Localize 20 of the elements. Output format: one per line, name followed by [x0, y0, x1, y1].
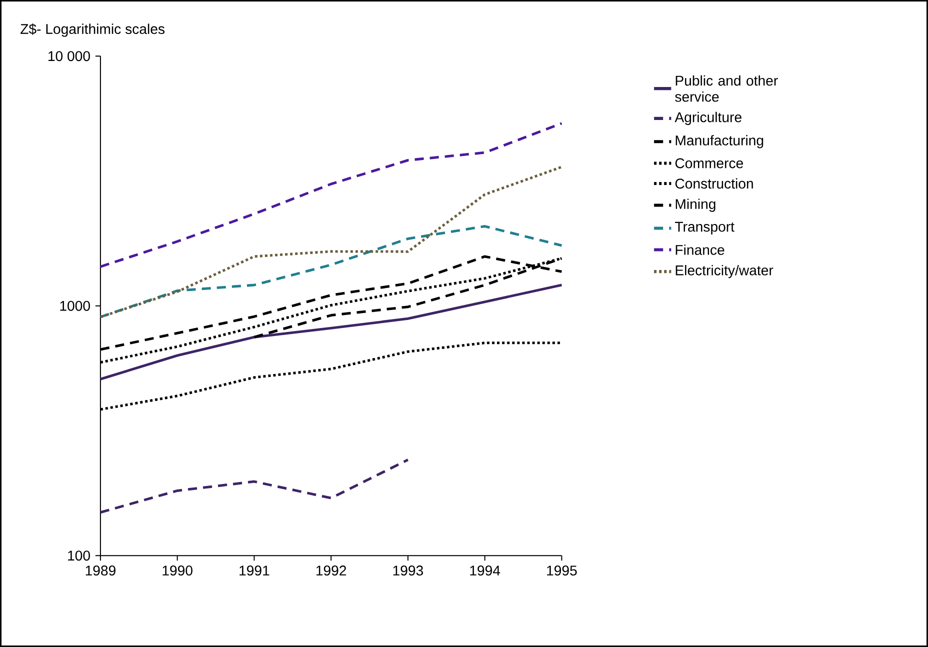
x-tick-label: 1989 — [86, 566, 116, 576]
legend-label: Commerce — [675, 158, 743, 168]
y-tick-label: 100 — [68, 550, 90, 561]
x-tick-label: 1993 — [393, 566, 423, 576]
x-tick-label: 1992 — [316, 566, 346, 576]
legend-label: Mining — [676, 198, 716, 212]
y-tick-label: 10 000 — [48, 51, 90, 62]
legend-label: Agriculture — [674, 112, 742, 125]
x-tick-label: 1995 — [547, 566, 577, 576]
y-tick-label: 1000 — [60, 300, 90, 311]
x-tick-label: 1994 — [470, 566, 500, 576]
legend-label: Public and other service — [675, 75, 778, 102]
legend-label: Transport — [675, 222, 734, 235]
x-tick-label: 1991 — [240, 566, 270, 576]
legend-label: Electricity/water — [676, 264, 774, 278]
y-axis-title: Z$- Logarithimic scales — [20, 23, 165, 37]
x-tick-label: 1990 — [162, 566, 192, 576]
legend-label: Construction — [675, 178, 753, 189]
legend-label: Finance — [676, 244, 724, 255]
legend-label: Manufacturing — [676, 135, 764, 148]
